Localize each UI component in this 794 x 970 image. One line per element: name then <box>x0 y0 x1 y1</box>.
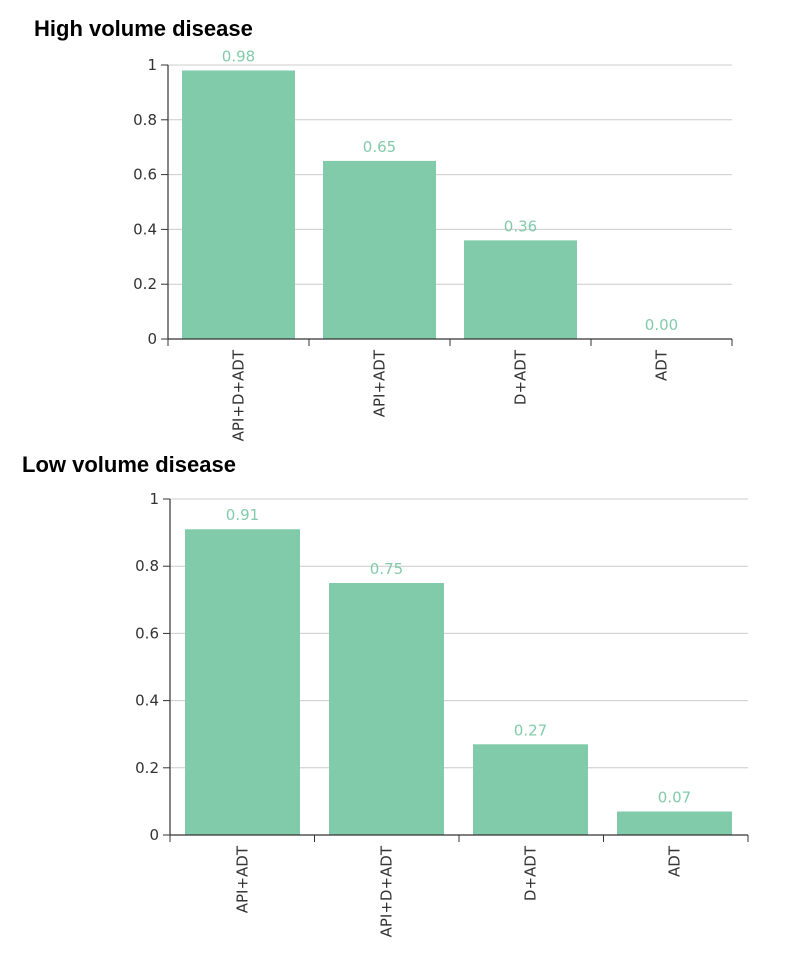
data-label: 0.65 <box>363 138 396 156</box>
category-label: API+ADT <box>371 349 389 417</box>
y-tick-label: 1 <box>147 56 157 74</box>
y-tick-label: 0.2 <box>135 759 159 777</box>
bar-d-adt <box>473 744 588 835</box>
category-label: API+ADT <box>234 845 252 913</box>
y-tick-label: 0.6 <box>133 166 157 184</box>
category-label: D+ADT <box>522 845 540 901</box>
y-tick-label: 0.4 <box>135 692 159 710</box>
data-label: 0.00 <box>645 316 678 334</box>
y-tick-label: 0 <box>149 826 159 844</box>
bar-api-adt <box>323 160 436 339</box>
chart-title-low-volume: Low volume disease <box>22 452 236 477</box>
bar-api-d-adt <box>329 583 444 835</box>
category-label: D+ADT <box>512 349 530 405</box>
category-label: ADT <box>666 845 684 877</box>
bar-adt <box>617 811 732 835</box>
data-label: 0.27 <box>514 721 547 739</box>
bar-api-adt <box>185 529 300 835</box>
category-label: ADT <box>653 349 671 381</box>
y-tick-label: 0.8 <box>133 111 157 129</box>
y-tick-label: 0.4 <box>133 220 157 238</box>
y-tick-label: 0.6 <box>135 624 159 642</box>
high-volume-bar-chart: 0 0.2 0.4 0.6 0.8 1 0.98 0.65 0.36 0.00 API+D+ADT A… <box>133 47 733 441</box>
y-tick-label: 1 <box>149 490 159 508</box>
bar-d-adt <box>464 240 577 339</box>
data-label: 0.91 <box>226 506 259 524</box>
data-label: 0.98 <box>222 47 255 65</box>
data-label: 0.36 <box>504 217 537 235</box>
data-label: 0.07 <box>658 788 691 806</box>
category-label: API+D+ADT <box>378 845 396 937</box>
bar-api-d-adt <box>182 70 295 339</box>
y-tick-label: 0.8 <box>135 557 159 575</box>
y-tick-label: 0 <box>147 330 157 348</box>
category-label: API+D+ADT <box>230 349 248 441</box>
y-tick-label: 0.2 <box>133 275 157 293</box>
chart-title-high-volume: High volume disease <box>34 16 253 41</box>
data-label: 0.75 <box>370 560 403 578</box>
